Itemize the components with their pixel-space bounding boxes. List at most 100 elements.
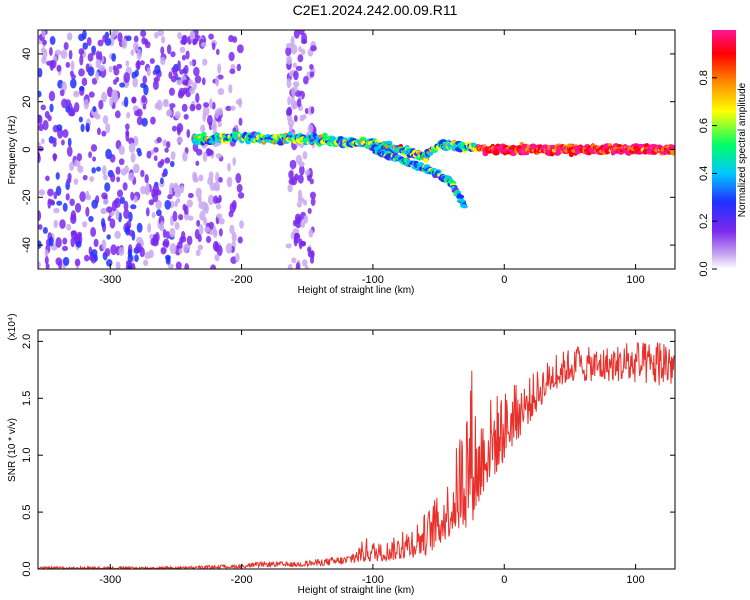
spectrogram-noise-cell <box>62 202 68 212</box>
spectrogram-noise-cell <box>160 46 165 55</box>
spectrogram-noise-cell <box>55 257 63 266</box>
spectrogram-noise-cell <box>65 61 71 68</box>
spectrogram-noise-cell <box>211 42 216 51</box>
spectrogram-noise-cell <box>106 259 113 267</box>
spectrogram-noise-cell <box>235 173 242 184</box>
spectrogram-noise-cell <box>45 263 50 269</box>
spectrogram-noise-cell <box>150 116 156 125</box>
spectrogram-noise-cell <box>70 60 75 71</box>
spectrogram-noise-cell <box>102 34 107 43</box>
spectrogram-noise-cell <box>198 224 204 235</box>
spectrogram-noise-cell <box>309 256 315 264</box>
snr-y-tick-label: 1.5 <box>21 391 33 406</box>
spectrogram-branch-trace-cell <box>460 204 467 208</box>
spectrogram-noise-cell <box>205 235 212 244</box>
spectrogram-noise-cell <box>192 38 197 46</box>
spectrogram-noise-cell <box>189 103 196 112</box>
spectrogram-noise-cell <box>202 151 208 162</box>
spectrogram-noise-cell <box>288 170 294 180</box>
spectrogram-noise-cell <box>85 122 90 133</box>
spectrogram-noise-cell <box>197 244 204 251</box>
colorbar-tick-label: 0.6 <box>698 118 710 133</box>
spectrogram-noise-cell <box>187 192 194 199</box>
spectrogram-noise-cell <box>297 189 303 201</box>
spectrogram-noise-cell <box>145 207 150 217</box>
spectrogram-noise-cell <box>74 202 82 213</box>
spectrogram-noise-cell <box>170 75 177 83</box>
spectrogram-noise-cell <box>130 152 136 163</box>
spectrogram-noise-cell <box>171 125 177 132</box>
spectrogram-noise-cell <box>61 245 69 252</box>
spectrogram-main-trace-cell <box>359 137 367 141</box>
spectrogram-noise-cell <box>70 78 77 89</box>
spectrogram-noise-cell <box>92 156 97 162</box>
spectrogram-noise-cell <box>302 114 307 120</box>
spectrogram-noise-cell <box>141 117 148 127</box>
spectrogram-noise-cell <box>55 185 62 197</box>
spectrogram-noise-cell <box>160 247 167 255</box>
spectrogram-noise-cell <box>53 219 58 229</box>
spectrogram-noise-cell <box>166 44 172 55</box>
spectrogram-noise-cell <box>162 238 170 249</box>
spectrogram-noise-cell <box>105 123 111 134</box>
spectrogram-noise-cell <box>148 199 155 206</box>
spectrogram-noise-cell <box>127 253 134 263</box>
spectrogram-noise-cell <box>147 222 152 233</box>
spectrogram-noise-cell <box>55 172 60 180</box>
spectrogram-noise-cell <box>237 192 245 199</box>
spectrogram-noise-cell <box>296 201 303 208</box>
spectrogram-noise-cell <box>66 32 73 41</box>
spectrogram-noise-cell <box>154 64 161 75</box>
snr-x-tick-label: -200 <box>231 574 253 586</box>
spectrogram-noise-cell <box>117 32 123 43</box>
spectrogram-noise-cell <box>114 230 121 239</box>
spectrogram-noise-cell <box>87 52 94 62</box>
spectrogram-noise-cell <box>116 176 121 183</box>
spectrogram-noise-cell <box>165 231 170 239</box>
spectrogram-noise-cell <box>174 111 181 120</box>
spectrogram-noise-cell <box>218 228 223 237</box>
spectrogram-noise-cell <box>61 98 68 109</box>
spectrogram-noise-cell <box>152 184 160 194</box>
spectrogram-noise-cell <box>288 71 294 77</box>
spectrogram-x-tick-label: 0 <box>501 274 507 286</box>
spectrogram-noise-cell <box>49 36 56 45</box>
spectrogram-noise-cell <box>208 98 213 109</box>
spectrogram-noise-cell <box>82 221 88 228</box>
spectrogram-noise-cell <box>307 246 312 253</box>
spectrogram-noise-cell <box>186 199 193 208</box>
spectrogram-noise-cell <box>215 203 222 210</box>
spectrogram-x-tick-label: -300 <box>99 274 121 286</box>
spectrogram-noise-cell <box>133 195 138 203</box>
spectrogram-main-trace-cell <box>330 136 337 141</box>
spectrogram-noise-cell <box>164 199 172 210</box>
spectrogram-noise-cell <box>170 151 176 160</box>
spectrogram-noise-cell <box>113 67 120 76</box>
spectrogram-noise-cell <box>239 220 244 229</box>
spectrogram-noise-cell <box>227 162 231 172</box>
spectrogram-noise-cell <box>214 242 219 252</box>
spectrogram-noise-cell <box>108 66 113 73</box>
spectrogram-noise-cell <box>44 249 49 257</box>
spectrogram-noise-cell <box>215 198 221 204</box>
spectrogram-noise-cell <box>153 155 158 162</box>
spectrogram-noise-cell <box>300 220 306 228</box>
spectrogram-noise-cell <box>179 69 184 75</box>
spectrogram-noise-cell <box>200 42 207 48</box>
spectrogram-noise-cell <box>38 146 44 152</box>
spectrogram-noise-cell <box>168 87 175 96</box>
spectrogram-main-trace-cell <box>523 151 530 156</box>
spectrogram-noise-cell <box>110 244 117 256</box>
spectrogram-noise-cell <box>92 105 97 113</box>
spectrogram-marks <box>38 30 675 269</box>
spectrogram-noise-cell <box>69 198 75 206</box>
spectrogram-noise-cell <box>85 63 90 73</box>
spectrogram-noise-cell <box>235 252 240 263</box>
spectrogram-noise-cell <box>217 74 224 80</box>
spectrogram-noise-cell <box>232 157 237 166</box>
spectrogram-branch-trace-cell <box>458 194 465 199</box>
snr-x-tick-label: -300 <box>99 574 121 586</box>
spectrogram-noise-cell <box>285 42 293 49</box>
spectrogram-noise-cell <box>180 39 186 45</box>
